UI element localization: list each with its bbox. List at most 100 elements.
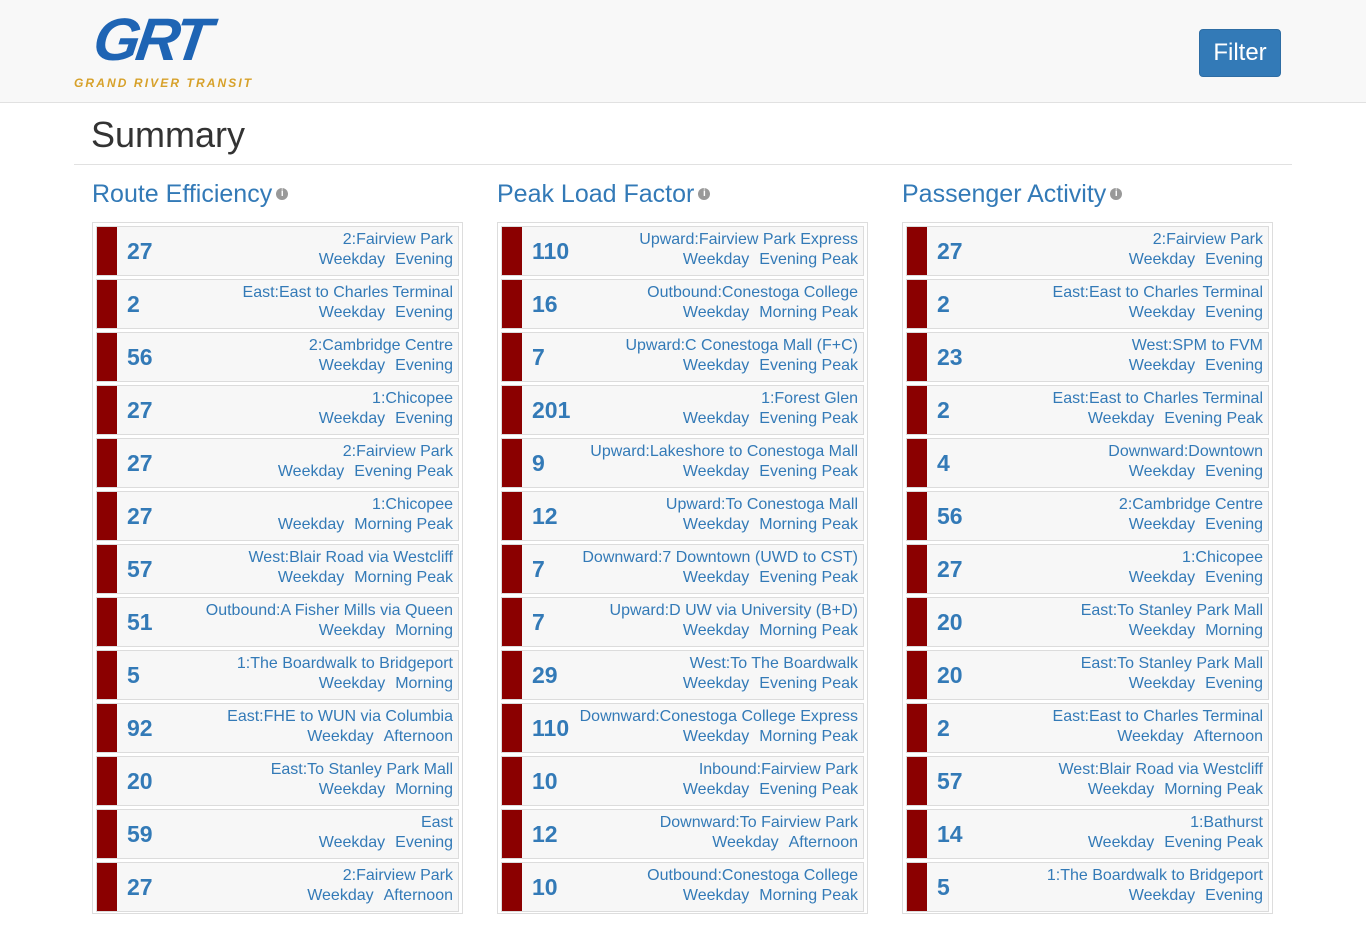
list-item[interactable]: 2 East:East to Charles Terminal Weekday Aft…	[906, 703, 1269, 753]
info-icon[interactable]: i	[276, 188, 289, 201]
list-item[interactable]: 27 2:Fairview Park Weekday Evening	[96, 226, 459, 276]
severity-bar	[97, 280, 117, 328]
route-name[interactable]: East:To Stanley Park Mall	[1080, 655, 1263, 672]
severity-bar	[907, 863, 927, 911]
list-item[interactable]: 14 1:Bathurst Weekday Evening Peak	[906, 809, 1269, 859]
list-item[interactable]: 7 Downward:7 Downtown (UWD to CST) Weekday…	[501, 544, 864, 594]
route-name[interactable]: East:East to Charles Terminal	[1052, 284, 1263, 301]
info-icon[interactable]: i	[1110, 188, 1123, 201]
list-item[interactable]: 57 West:Blair Road via Westcliff Weekday Mo…	[96, 544, 459, 594]
list-item[interactable]: 9 Upward:Lakeshore to Conestoga Mall Weekd…	[501, 438, 864, 488]
route-name[interactable]: Outbound:Conestoga College	[647, 284, 858, 301]
route-name[interactable]: West:Blair Road via Westcliff	[248, 549, 453, 566]
filter-button[interactable]: Filter	[1199, 29, 1281, 77]
route-name[interactable]: Upward:C Conestoga Mall (F+C)	[625, 337, 858, 354]
list-item[interactable]: 27 1:Chicopee Weekday Morning Peak	[96, 491, 459, 541]
route-name[interactable]: Downward:7 Downtown (UWD to CST)	[582, 549, 858, 566]
route-name[interactable]: West:SPM to FVM	[1131, 337, 1263, 354]
list-item[interactable]: 59 East Weekday Evening	[96, 809, 459, 859]
route-name[interactable]: 1:Bathurst	[1190, 814, 1263, 831]
route-name[interactable]: Upward:Fairview Park Express	[639, 231, 858, 248]
list-item[interactable]: 57 West:Blair Road via Westcliff Weekday Mo…	[906, 756, 1269, 806]
list-item[interactable]: 27 2:Fairview Park Weekday Evening Peak	[96, 438, 459, 488]
route-name[interactable]: Outbound:Conestoga College	[647, 867, 858, 884]
list-item[interactable]: 27 1:Chicopee Weekday Evening	[906, 544, 1269, 594]
list-item[interactable]: 5 1:The Boardwalk to Bridgeport Weekday Mor…	[96, 650, 459, 700]
info-icon[interactable]: i	[698, 188, 711, 201]
route-name[interactable]: East	[420, 814, 453, 831]
list-item[interactable]: 5 1:The Boardwalk to Bridgeport Weekday Eve…	[906, 862, 1269, 912]
day-type: Weekday	[318, 622, 386, 639]
list-item[interactable]: 10 Inbound:Fairview Park Weekday Evening Pe…	[501, 756, 864, 806]
list-item[interactable]: 2 East:East to Charles Terminal Weekday Eve…	[906, 279, 1269, 329]
list-item[interactable]: 110 Downward:Conestoga College Express Wee…	[501, 703, 864, 753]
route-name[interactable]: 1:Chicopee	[372, 496, 453, 513]
route-name[interactable]: Upward:Lakeshore to Conestoga Mall	[590, 443, 858, 460]
route-name[interactable]: Upward:To Conestoga Mall	[665, 496, 858, 513]
route-name[interactable]: East:To Stanley Park Mall	[270, 761, 453, 778]
list-item[interactable]: 12 Upward:To Conestoga Mall Weekday Morning…	[501, 491, 864, 541]
route-name[interactable]: 2:Fairview Park	[342, 867, 453, 884]
route-name[interactable]: 1:The Boardwalk to Bridgeport	[1046, 867, 1263, 884]
day-type: Weekday	[682, 569, 750, 586]
list-item[interactable]: 20 East:To Stanley Park Mall Weekday Mornin…	[906, 597, 1269, 647]
route-name[interactable]: East:East to Charles Terminal	[1052, 390, 1263, 407]
list-item[interactable]: 12 Downward:To Fairview Park Weekday Aftern…	[501, 809, 864, 859]
list-item[interactable]: 29 West:To The Boardwalk Weekday Evening Pe…	[501, 650, 864, 700]
time-period: Weekday Evening Peak	[278, 462, 453, 482]
passenger-activity-list: 27 2:Fairview Park Weekday Evening 2 East:Eas…	[902, 222, 1273, 914]
severity-bar	[502, 439, 522, 487]
period: Evening Peak	[1164, 410, 1263, 427]
list-item[interactable]: 2 East:East to Charles Terminal Weekday Eve…	[96, 279, 459, 329]
metric-value: 51	[127, 609, 153, 635]
route-name[interactable]: East:East to Charles Terminal	[1052, 708, 1263, 725]
route-name[interactable]: Outbound:A Fisher Mills via Queen	[205, 602, 453, 619]
time-period: Weekday Evening	[319, 356, 453, 376]
list-item[interactable]: 23 West:SPM to FVM Weekday Evening	[906, 332, 1269, 382]
severity-bar	[502, 598, 522, 646]
time-period: Weekday Afternoon	[712, 833, 858, 853]
route-name[interactable]: Downward:Downtown	[1108, 443, 1263, 460]
route-name[interactable]: Downward:Conestoga College Express	[579, 708, 858, 725]
list-item[interactable]: 7 Upward:C Conestoga Mall (F+C) Weekday Eve…	[501, 332, 864, 382]
route-name[interactable]: 1:The Boardwalk to Bridgeport	[236, 655, 453, 672]
list-item[interactable]: 110 Upward:Fairview Park Express Weekday Ev…	[501, 226, 864, 276]
route-name[interactable]: 2:Fairview Park	[342, 443, 453, 460]
list-item[interactable]: 20 East:To Stanley Park Mall Weekday Mornin…	[96, 756, 459, 806]
period: Afternoon	[788, 834, 858, 851]
page-title: Summary	[91, 114, 246, 155]
list-item[interactable]: 20 East:To Stanley Park Mall Weekday Evenin…	[906, 650, 1269, 700]
route-name[interactable]: 2:Fairview Park	[342, 231, 453, 248]
day-type: Weekday	[318, 357, 386, 374]
route-name[interactable]: 1:Forest Glen	[761, 390, 858, 407]
grt-logo[interactable]: GRT GRAND RIVER TRANSIT	[74, 6, 278, 94]
route-name[interactable]: 1:Chicopee	[372, 390, 453, 407]
list-item[interactable]: 92 East:FHE to WUN via Columbia Weekday Aft…	[96, 703, 459, 753]
list-item[interactable]: 4 Downward:Downtown Weekday Evening	[906, 438, 1269, 488]
list-item[interactable]: 56 2:Cambridge Centre Weekday Evening	[96, 332, 459, 382]
route-name[interactable]: 2:Cambridge Centre	[1118, 496, 1263, 513]
list-item[interactable]: 2 East:East to Charles Terminal Weekday Eve…	[906, 385, 1269, 435]
route-name[interactable]: Downward:To Fairview Park	[659, 814, 858, 831]
list-item[interactable]: 7 Upward:D UW via University (B+D) Weekday…	[501, 597, 864, 647]
route-name[interactable]: 2:Fairview Park	[1152, 231, 1263, 248]
route-name[interactable]: East:To Stanley Park Mall	[1080, 602, 1263, 619]
list-item[interactable]: 27 2:Fairview Park Weekday Afternoon	[96, 862, 459, 912]
metric-value: 92	[127, 715, 153, 741]
list-item[interactable]: 201 1:Forest Glen Weekday Evening Peak	[501, 385, 864, 435]
route-name[interactable]: Upward:D UW via University (B+D)	[609, 602, 858, 619]
list-item[interactable]: 16 Outbound:Conestoga College Weekday Morni…	[501, 279, 864, 329]
list-item[interactable]: 56 2:Cambridge Centre Weekday Evening	[906, 491, 1269, 541]
route-name[interactable]: 1:Chicopee	[1182, 549, 1263, 566]
route-name[interactable]: Inbound:Fairview Park	[698, 761, 858, 778]
route-name[interactable]: 2:Cambridge Centre	[308, 337, 453, 354]
list-item[interactable]: 27 1:Chicopee Weekday Evening	[96, 385, 459, 435]
route-name[interactable]: East:FHE to WUN via Columbia	[227, 708, 453, 725]
route-name[interactable]: West:Blair Road via Westcliff	[1058, 761, 1263, 778]
severity-bar	[97, 386, 117, 434]
list-item[interactable]: 10 Outbound:Conestoga College Weekday Morni…	[501, 862, 864, 912]
route-name[interactable]: East:East to Charles Terminal	[242, 284, 453, 301]
list-item[interactable]: 27 2:Fairview Park Weekday Evening	[906, 226, 1269, 276]
route-name[interactable]: West:To The Boardwalk	[689, 655, 858, 672]
list-item[interactable]: 51 Outbound:A Fisher Mills via Queen Weekd…	[96, 597, 459, 647]
